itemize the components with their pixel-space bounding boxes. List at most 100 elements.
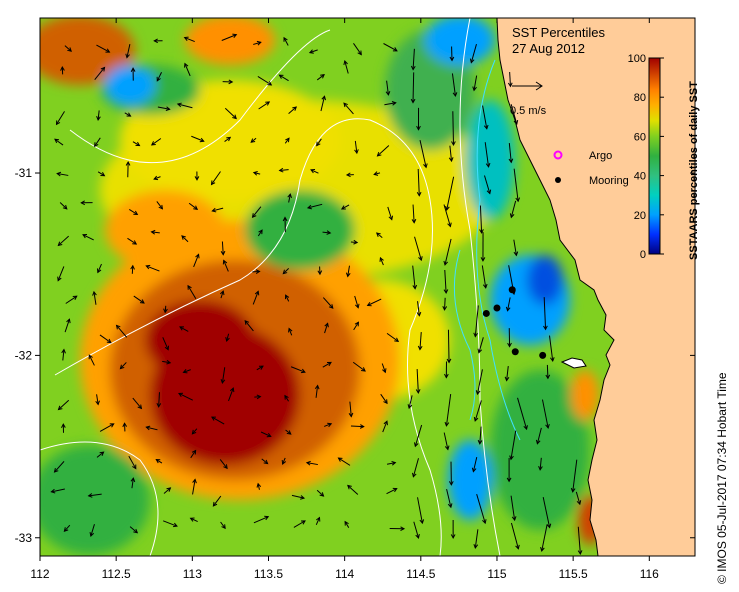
credit-text: © IMOS 05-Jul-2017 07:34 Hobart Time [715, 372, 729, 584]
current-vector-head [191, 449, 197, 455]
y-tick-label: -32 [15, 348, 33, 362]
current-vector-head [163, 308, 168, 314]
current-vector [94, 137, 101, 147]
current-vector-head [412, 284, 418, 290]
current-vector [279, 74, 289, 82]
current-vector-head [125, 53, 130, 59]
current-vector [57, 173, 69, 176]
current-vector-head [278, 167, 284, 173]
current-vector-head [361, 367, 366, 372]
current-vector-head [477, 348, 483, 354]
y-axis: -31 -32 -33 [15, 166, 695, 545]
current-vector [211, 416, 225, 425]
current-vector [470, 43, 477, 63]
current-vector [290, 366, 306, 373]
current-vector [482, 105, 488, 129]
current-vector [96, 451, 104, 458]
current-vector-head [228, 79, 234, 85]
current-vector [158, 392, 160, 407]
current-vector-head [57, 241, 63, 247]
current-vector [320, 96, 325, 112]
current-vector [151, 138, 162, 146]
legend-mooring-label: Mooring [589, 175, 629, 187]
current-vector [510, 495, 516, 521]
current-vector [226, 333, 230, 342]
current-vector-head [191, 429, 197, 435]
current-vector [510, 200, 517, 218]
current-vector [386, 332, 399, 342]
current-vector-head [292, 106, 298, 111]
current-vector-head [178, 392, 183, 398]
current-vector-head [570, 487, 576, 493]
current-vector [352, 361, 366, 372]
current-vector [97, 171, 105, 177]
current-vector [96, 394, 99, 405]
current-vector [156, 72, 162, 82]
x-tick-label: 114 [335, 567, 354, 581]
current-vector-head [326, 361, 332, 367]
current-vector [62, 349, 65, 361]
current-vector-head [511, 516, 517, 522]
current-vector-head [419, 519, 425, 525]
current-vector-head [264, 515, 270, 521]
current-vector-head [158, 204, 164, 210]
x-tick-label: 113.5 [254, 567, 283, 581]
current-vector-head [184, 62, 189, 68]
current-vector [181, 235, 189, 243]
current-vector-head [210, 180, 216, 186]
current-vector [164, 305, 167, 313]
current-vector [282, 268, 290, 274]
current-vector-head [106, 338, 112, 344]
current-vector-head [451, 141, 456, 147]
current-vector-head [392, 487, 398, 493]
current-vector [131, 478, 134, 489]
current-vector-head [314, 384, 320, 390]
current-vector [228, 387, 234, 402]
current-vector-head [194, 176, 200, 181]
current-vector-head [100, 171, 106, 177]
current-vector-head [388, 215, 394, 221]
current-vector-head [72, 295, 78, 300]
current-vector-head [418, 256, 423, 262]
mooring-markers [482, 286, 547, 359]
current-vector-head [407, 404, 413, 410]
current-vector-head [417, 345, 423, 351]
mooring-dot [508, 286, 516, 294]
current-vector [146, 265, 160, 272]
current-vector [343, 102, 354, 115]
current-vector [279, 169, 289, 172]
current-vector [221, 367, 226, 384]
current-vector [546, 364, 549, 379]
current-vector [88, 493, 102, 497]
current-vector [116, 325, 128, 338]
current-vector-head [337, 457, 343, 462]
current-vector-head [507, 342, 512, 348]
current-vector [416, 369, 419, 393]
current-vector-head [469, 58, 475, 64]
current-vector [177, 103, 193, 109]
current-vector-head [543, 325, 548, 331]
current-vector-head [545, 374, 551, 380]
current-vector-head [53, 468, 59, 473]
current-vector-head [193, 205, 199, 210]
current-vector [211, 171, 221, 185]
current-vector [99, 423, 114, 432]
current-vector-head [308, 49, 314, 54]
current-vector-head [479, 229, 484, 234]
current-vectors [50, 33, 583, 556]
current-vector [64, 319, 70, 333]
shelf-contours [453, 59, 521, 441]
current-vector-head [345, 172, 351, 178]
current-vector [129, 526, 138, 534]
current-vector-head [379, 256, 384, 262]
current-vector-head [96, 116, 101, 121]
current-vector [451, 73, 456, 97]
current-vector [577, 526, 581, 555]
current-vector-head [95, 400, 100, 406]
current-vector-head [211, 416, 216, 421]
current-vector [260, 431, 271, 437]
current-vector [288, 106, 297, 115]
current-vector [99, 334, 112, 344]
island [560, 357, 587, 369]
current-vector-head [507, 82, 513, 88]
